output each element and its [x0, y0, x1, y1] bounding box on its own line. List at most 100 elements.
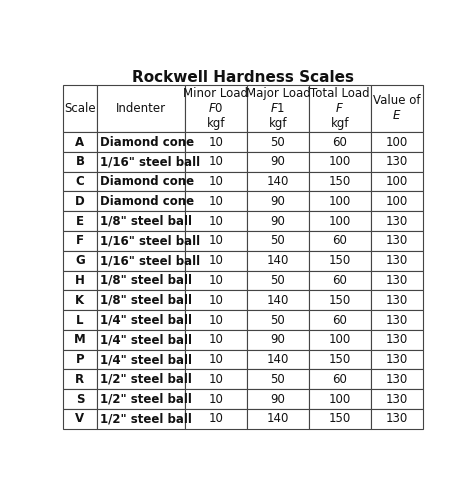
Bar [309, 369, 371, 389]
Bar [371, 271, 423, 290]
Text: 60: 60 [332, 274, 347, 287]
Text: 90: 90 [271, 333, 285, 347]
Bar [185, 330, 247, 350]
Text: 10: 10 [209, 234, 223, 247]
Bar [63, 211, 97, 231]
Bar [185, 85, 247, 132]
Text: 140: 140 [267, 254, 289, 267]
Text: 150: 150 [329, 353, 351, 366]
Bar [247, 152, 309, 172]
Text: 100: 100 [329, 333, 351, 347]
Bar [97, 350, 185, 369]
Text: 130: 130 [386, 215, 408, 227]
Text: 1/16" steel ball: 1/16" steel ball [100, 234, 200, 247]
Text: Indenter: Indenter [116, 102, 166, 115]
Text: 130: 130 [386, 333, 408, 347]
Bar [185, 290, 247, 310]
Bar [63, 172, 97, 191]
Text: 1/4" steel ball: 1/4" steel ball [100, 353, 192, 366]
Bar [309, 85, 371, 132]
Bar [185, 231, 247, 251]
Bar [185, 369, 247, 389]
Bar [63, 409, 97, 429]
Text: E: E [76, 215, 84, 227]
Bar [247, 330, 309, 350]
Text: 1/8" steel ball: 1/8" steel ball [100, 294, 192, 307]
Text: 60: 60 [332, 313, 347, 327]
Bar [247, 172, 309, 191]
Text: 10: 10 [209, 274, 223, 287]
Bar [371, 330, 423, 350]
Bar [185, 310, 247, 330]
Bar [97, 191, 185, 211]
Text: 90: 90 [271, 393, 285, 406]
Text: 50: 50 [271, 373, 285, 386]
Bar [63, 231, 97, 251]
Text: H: H [75, 274, 85, 287]
Bar [185, 251, 247, 271]
Text: 130: 130 [386, 413, 408, 425]
Text: Rockwell Hardness Scales: Rockwell Hardness Scales [132, 69, 354, 85]
Bar [185, 191, 247, 211]
Text: 150: 150 [329, 175, 351, 188]
Text: C: C [75, 175, 84, 188]
Bar [309, 132, 371, 152]
Text: M: M [74, 333, 86, 347]
Text: 10: 10 [209, 393, 223, 406]
Bar [371, 290, 423, 310]
Text: 1/2" steel ball: 1/2" steel ball [100, 393, 192, 406]
Text: K: K [75, 294, 84, 307]
Bar [185, 172, 247, 191]
Bar [371, 310, 423, 330]
Text: 130: 130 [386, 234, 408, 247]
Bar [185, 211, 247, 231]
Bar [63, 330, 97, 350]
Bar [247, 350, 309, 369]
Bar [309, 152, 371, 172]
Bar [309, 271, 371, 290]
Text: 10: 10 [209, 333, 223, 347]
Text: 130: 130 [386, 294, 408, 307]
Text: 60: 60 [332, 136, 347, 149]
Bar [63, 132, 97, 152]
Bar [97, 271, 185, 290]
Text: 140: 140 [267, 413, 289, 425]
Bar [97, 251, 185, 271]
Text: 50: 50 [271, 136, 285, 149]
Text: A: A [75, 136, 84, 149]
Text: 90: 90 [271, 215, 285, 227]
Text: 100: 100 [386, 136, 408, 149]
Bar [247, 132, 309, 152]
Bar [63, 369, 97, 389]
Text: 10: 10 [209, 215, 223, 227]
Text: 100: 100 [386, 175, 408, 188]
Text: Minor Load
$F0$
kgf: Minor Load $F0$ kgf [183, 87, 248, 130]
Bar [97, 409, 185, 429]
Bar [247, 369, 309, 389]
Bar [371, 409, 423, 429]
Bar [97, 85, 185, 132]
Bar [247, 231, 309, 251]
Text: 1/16" steel ball: 1/16" steel ball [100, 156, 200, 168]
Text: 10: 10 [209, 294, 223, 307]
Text: 90: 90 [271, 156, 285, 168]
Bar [247, 85, 309, 132]
Bar [63, 85, 97, 132]
Text: 10: 10 [209, 413, 223, 425]
Bar [97, 389, 185, 409]
Bar [97, 369, 185, 389]
Bar [247, 310, 309, 330]
Text: 130: 130 [386, 353, 408, 366]
Bar [63, 251, 97, 271]
Text: 130: 130 [386, 393, 408, 406]
Text: 150: 150 [329, 294, 351, 307]
Bar [63, 191, 97, 211]
Bar [371, 85, 423, 132]
Text: 100: 100 [386, 195, 408, 208]
Text: 140: 140 [267, 353, 289, 366]
Bar [185, 409, 247, 429]
Text: P: P [76, 353, 84, 366]
Bar [309, 231, 371, 251]
Text: 140: 140 [267, 294, 289, 307]
Text: 1/8" steel ball: 1/8" steel ball [100, 215, 192, 227]
